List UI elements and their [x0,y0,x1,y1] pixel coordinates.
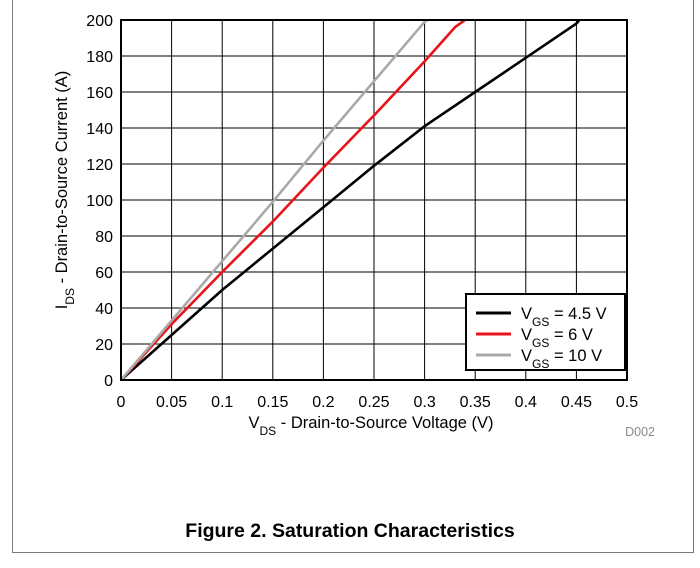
legend-label: VGS = 4.5 V [521,305,607,329]
legend-label: VGS = 6 V [521,326,593,350]
y-tick-label: 100 [86,193,113,210]
y-tick-label: 20 [95,337,113,354]
chart-code: D002 [625,425,655,439]
x-tick-label: 0.35 [460,394,491,411]
y-tick-label: 80 [95,229,113,246]
series-line-2 [121,19,466,380]
figure-caption: Figure 2. Saturation Characteristics [185,520,515,542]
x-tick-label: 0.05 [156,394,187,411]
x-tick-label: 0.4 [515,394,537,411]
plot-area-border [120,19,628,381]
x-tick-label: 0.15 [257,394,288,411]
y-axis-label: IDS - Drain-to-Source Current (A) [53,71,77,310]
series-lines [121,19,581,380]
legend-box [465,293,626,371]
x-axis-label: VDS - Drain-to-Source Voltage (V) [248,414,493,438]
y-tick-label: 180 [86,49,113,66]
saturation-chart: 0 0.05 0.1 0.15 0.2 0.25 0.3 0.35 0.4 0.45 0.5 0 20 4… [53,13,655,439]
y-tick-label: 160 [86,85,113,102]
y-tick-label: 40 [95,301,113,318]
series-line-3 [121,19,429,380]
y-tick-label: 120 [86,157,113,174]
figure-frame [12,0,694,553]
x-tick-label: 0.5 [616,394,638,411]
x-tick-label: 0.1 [211,394,233,411]
y-tick-label: 200 [86,13,113,30]
y-tick-label: 0 [104,373,113,390]
series-line-1 [121,19,581,380]
y-tick-label: 140 [86,121,113,138]
x-tick-label: 0.45 [561,394,592,411]
legend-label: VGS = 10 V [521,347,602,371]
axes: 0 0.05 0.1 0.15 0.2 0.25 0.3 0.35 0.4 0.45 0.5 0 20 4… [53,13,655,439]
y-tick-label: 60 [95,265,113,282]
x-tick-label: 0.2 [312,394,334,411]
x-tick-label: 0.25 [358,394,389,411]
x-tick-label: 0.3 [413,394,435,411]
x-tick-label: 0 [117,394,126,411]
